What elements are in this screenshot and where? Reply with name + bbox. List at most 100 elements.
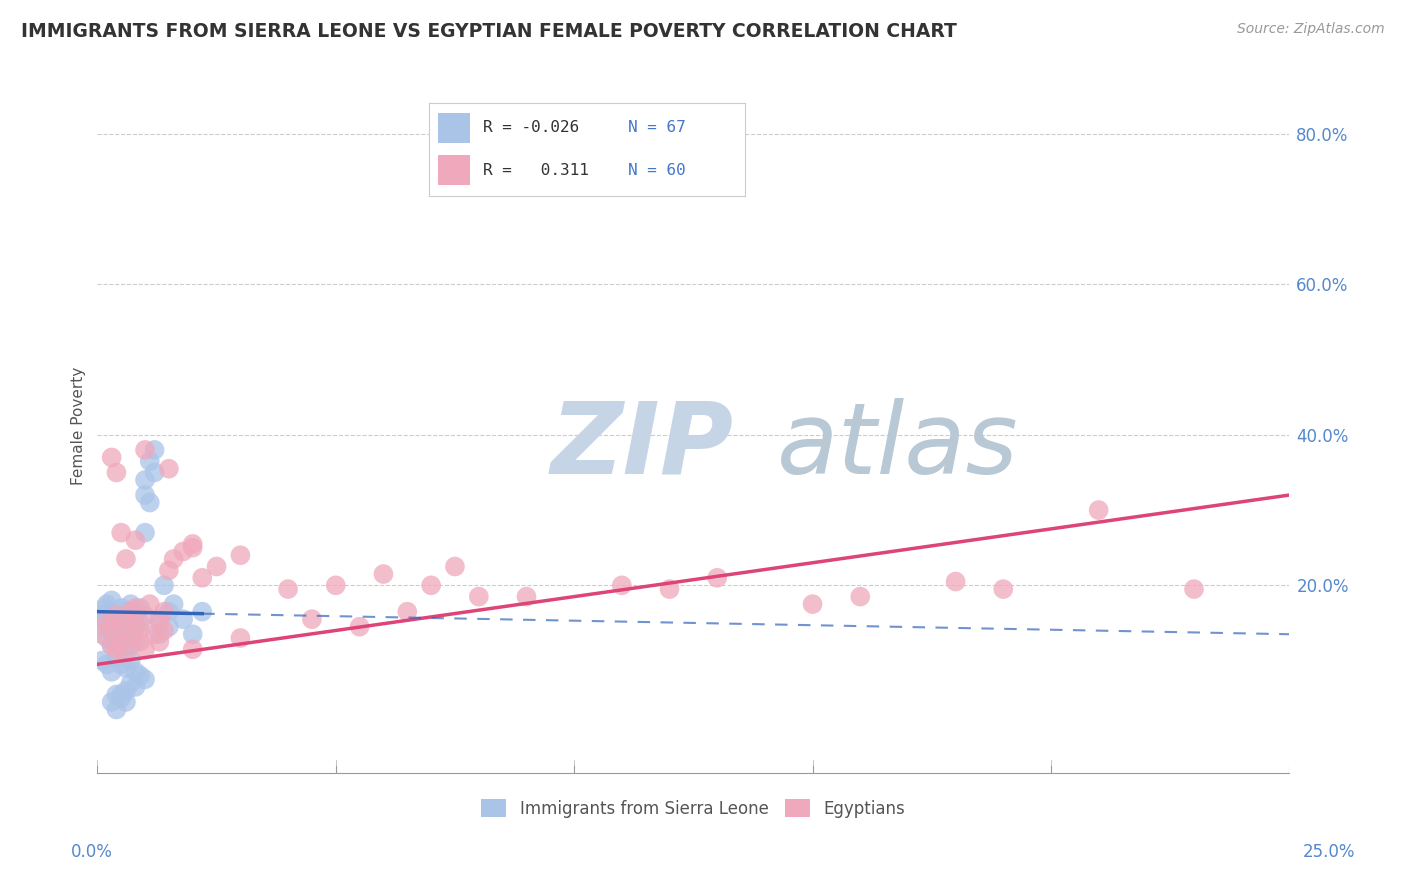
Y-axis label: Female Poverty: Female Poverty — [72, 367, 86, 484]
Point — [115, 552, 138, 566]
Point — [115, 661, 138, 675]
Point — [139, 454, 162, 468]
Point — [143, 466, 166, 480]
Point — [93, 601, 115, 615]
Point — [277, 582, 299, 596]
Point — [124, 665, 146, 679]
Point — [157, 461, 180, 475]
Point — [96, 608, 118, 623]
Point — [120, 639, 142, 653]
Point — [100, 450, 122, 465]
Point — [124, 680, 146, 694]
Point — [89, 612, 111, 626]
Point — [110, 688, 132, 702]
Point — [105, 649, 128, 664]
Point — [115, 695, 138, 709]
Point — [181, 541, 204, 555]
Point — [181, 627, 204, 641]
Point — [96, 615, 118, 630]
Point — [706, 571, 728, 585]
Text: N = 60: N = 60 — [628, 162, 686, 178]
Point — [420, 578, 443, 592]
Point — [124, 620, 146, 634]
Point — [96, 615, 118, 630]
Point — [120, 605, 142, 619]
Point — [229, 548, 252, 562]
Text: 0.0%: 0.0% — [70, 843, 112, 861]
Point — [945, 574, 967, 589]
Point — [444, 559, 467, 574]
Point — [1182, 582, 1205, 596]
Bar — [439, 155, 470, 185]
Point — [134, 488, 156, 502]
Text: R = -0.026: R = -0.026 — [482, 120, 579, 136]
Point — [172, 612, 194, 626]
Point — [349, 620, 371, 634]
Text: R =   0.311: R = 0.311 — [482, 162, 589, 178]
Point — [100, 639, 122, 653]
Point — [96, 597, 118, 611]
Point — [105, 702, 128, 716]
Point — [115, 612, 138, 626]
Point — [181, 642, 204, 657]
Point — [100, 639, 122, 653]
Point — [120, 624, 142, 638]
Point — [115, 631, 138, 645]
Point — [120, 597, 142, 611]
Point — [105, 688, 128, 702]
Point — [191, 605, 214, 619]
Point — [110, 525, 132, 540]
Point — [115, 646, 138, 660]
Point — [143, 627, 166, 641]
Point — [993, 582, 1015, 596]
Point — [120, 612, 142, 626]
Point — [148, 634, 170, 648]
Point — [110, 634, 132, 648]
Point — [124, 634, 146, 648]
Legend: Immigrants from Sierra Leone, Egyptians: Immigrants from Sierra Leone, Egyptians — [475, 793, 912, 824]
Point — [658, 582, 681, 596]
Point — [134, 673, 156, 687]
Point — [172, 544, 194, 558]
Point — [100, 620, 122, 634]
Point — [120, 676, 142, 690]
Point — [153, 605, 176, 619]
Point — [110, 657, 132, 672]
Point — [105, 608, 128, 623]
Point — [148, 615, 170, 630]
Point — [91, 608, 114, 623]
Point — [129, 668, 152, 682]
Point — [515, 590, 537, 604]
Point — [91, 627, 114, 641]
Point — [100, 665, 122, 679]
Point — [96, 631, 118, 645]
Point — [105, 608, 128, 623]
Point — [120, 654, 142, 668]
Point — [139, 597, 162, 611]
Point — [134, 608, 156, 623]
Point — [91, 620, 114, 634]
Point — [148, 627, 170, 641]
Point — [148, 612, 170, 626]
Point — [153, 624, 176, 638]
Point — [124, 601, 146, 615]
Point — [105, 466, 128, 480]
Point — [610, 578, 633, 592]
Point — [91, 654, 114, 668]
Point — [468, 590, 491, 604]
Point — [129, 634, 152, 648]
Point — [157, 563, 180, 577]
Point — [115, 605, 138, 619]
Point — [181, 537, 204, 551]
Point — [153, 578, 176, 592]
Point — [801, 597, 824, 611]
Point — [325, 578, 347, 592]
Point — [124, 608, 146, 623]
Point — [1087, 503, 1109, 517]
Point — [115, 683, 138, 698]
Point — [143, 442, 166, 457]
Point — [98, 605, 121, 619]
Point — [120, 631, 142, 645]
Text: atlas: atlas — [776, 398, 1018, 495]
Point — [115, 615, 138, 630]
